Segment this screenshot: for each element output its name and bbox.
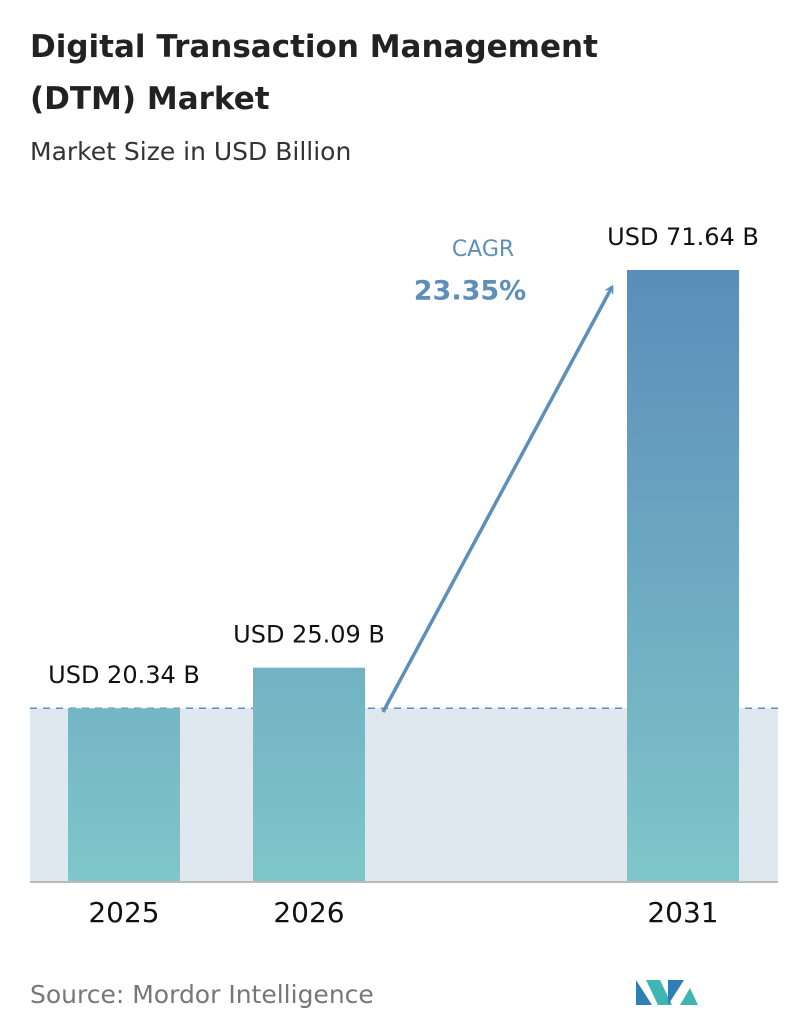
value-label: USD 20.34 B (48, 661, 200, 689)
chart-title: Digital Transaction Management (DTM) Mark… (30, 29, 598, 117)
plot-area: USD 20.34 B 2025 USD 25.09 B 2026 USD 71.64 … (30, 223, 778, 929)
x-tick-label: 2026 (273, 896, 344, 929)
chart-subtitle: Market Size in USD Billion (30, 137, 351, 166)
x-tick-label: 2025 (88, 896, 159, 929)
cagr-arrow (381, 284, 614, 713)
x-tick-label: 2031 (647, 896, 718, 929)
value-label: USD 25.09 B (233, 621, 385, 649)
bar (627, 270, 739, 882)
source: Source: Mordor Intelligence (30, 980, 374, 1009)
bar (68, 708, 180, 882)
logo (636, 980, 698, 1005)
cagr-value: 23.35% (414, 276, 526, 307)
cagr-label: CAGR (452, 237, 514, 262)
bar (253, 667, 365, 882)
value-label: USD 71.64 B (607, 223, 759, 251)
